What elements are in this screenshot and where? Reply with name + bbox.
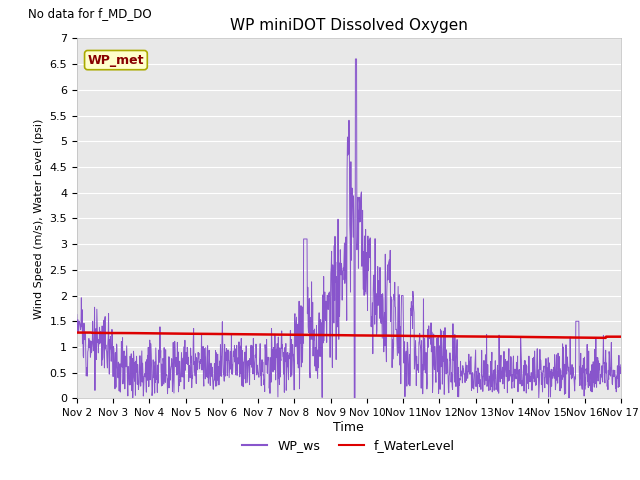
Y-axis label: Wind Speed (m/s), Water Level (psi): Wind Speed (m/s), Water Level (psi) xyxy=(34,118,44,319)
X-axis label: Time: Time xyxy=(333,421,364,434)
Text: No data for f_MD_DO: No data for f_MD_DO xyxy=(28,7,152,20)
Title: WP miniDOT Dissolved Oxygen: WP miniDOT Dissolved Oxygen xyxy=(230,18,468,33)
Legend: WP_ws, f_WaterLevel: WP_ws, f_WaterLevel xyxy=(237,434,460,457)
Text: WP_met: WP_met xyxy=(88,54,144,67)
